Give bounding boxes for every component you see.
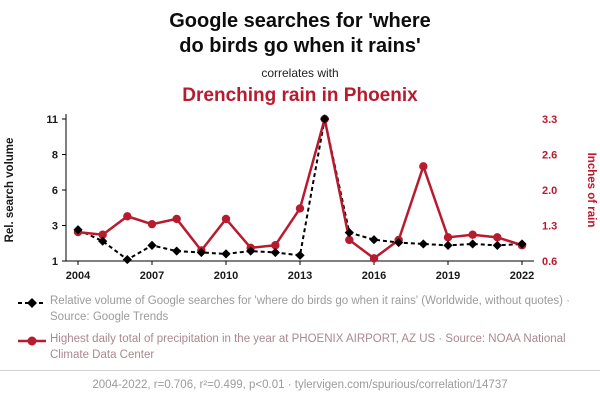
- search-volume-marker: [221, 249, 231, 259]
- search-volume-marker: [394, 237, 404, 248]
- search-volume-marker: [418, 239, 428, 249]
- legend-text-precipitation: Highest daily total of precipitation in …: [50, 333, 566, 361]
- precipitation-marker: [468, 230, 477, 239]
- precipitation-marker: [295, 204, 305, 213]
- chart-header: Google searches for 'where do birds go w…: [0, 0, 600, 107]
- legend-item-precipitation: Highest daily total of precipitation in …: [14, 332, 586, 363]
- footer-stats-and-url: 2004-2022, r=0.706, r²=0.499, p<0.01 · t…: [0, 370, 600, 391]
- search-volume-marker: [246, 246, 256, 256]
- search-volume-marker: [320, 114, 330, 124]
- search-volume-marker: [73, 225, 83, 235]
- search-volume-marker: [98, 236, 108, 246]
- x-tick-label: 2007: [140, 270, 164, 282]
- precipitation-marker: [271, 241, 280, 250]
- left-tick-label: 3: [52, 221, 58, 233]
- right-tick-label: 2.6: [542, 150, 557, 162]
- right-axis-title: Inches of rain: [585, 153, 597, 228]
- x-tick-label: 2019: [436, 270, 460, 282]
- precipitation-marker: [443, 233, 453, 242]
- precipitation-marker: [345, 235, 354, 245]
- right-tick-label: 3.3: [542, 114, 557, 126]
- precipitation-marker: [98, 230, 107, 239]
- right-tick-label: 2.0: [542, 185, 557, 197]
- x-tick-label: 2013: [288, 270, 312, 282]
- left-tick-label: 1: [52, 256, 58, 268]
- page-title: Google searches for 'where do birds go w…: [0, 9, 600, 59]
- precipitation-marker: [221, 214, 231, 224]
- x-tick-label: 2016: [362, 270, 386, 282]
- precipitation-marker: [147, 219, 157, 229]
- correlates-with-label: correlates with: [261, 66, 339, 80]
- search-volume-marker: [517, 239, 527, 249]
- left-tick-label: 8: [52, 150, 58, 162]
- search-volume-marker: [295, 250, 305, 260]
- secondary-title: Drenching rain in Phoenix: [182, 85, 418, 106]
- search-volume-marker: [468, 239, 478, 249]
- search-volume-marker: [122, 254, 132, 265]
- precipitation-marker: [493, 233, 502, 242]
- left-tick-label: 11: [46, 114, 58, 126]
- title-line-2: do birds go when it rains': [179, 35, 421, 57]
- precipitation-marker: [369, 254, 379, 263]
- x-tick-label: 2010: [214, 270, 238, 282]
- precipitation-marker: [172, 214, 181, 224]
- title-line-1: Google searches for 'where: [169, 10, 431, 32]
- search-volume-marker: [270, 247, 280, 258]
- dashed-diamond-series-icon: [18, 298, 46, 308]
- left-tick-label: 6: [52, 185, 58, 197]
- precipitation-marker: [419, 162, 428, 171]
- legend-text-search-volume: Relative volume of Google searches for '…: [50, 295, 571, 323]
- search-volume-line: [77, 118, 523, 261]
- search-volume-marker: [443, 240, 453, 250]
- search-volume-marker: [172, 246, 182, 256]
- search-volume-marker: [492, 240, 502, 250]
- solid-dot-series-icon: [18, 336, 46, 346]
- x-tick-label: 2004: [66, 270, 91, 282]
- search-volume-marker: [344, 228, 354, 238]
- chart-area: Rel. search volume Inches of rain 1 0.6 3 1…: [0, 109, 600, 291]
- left-axis-title: Rel. search volume: [4, 138, 16, 243]
- right-tick-label: 0.6: [542, 256, 557, 268]
- legend-item-search-volume: Relative volume of Google searches for '…: [14, 294, 586, 325]
- precipitation-marker: [123, 212, 132, 221]
- search-volume-marker: [369, 235, 379, 245]
- x-tick-label: 2022: [510, 270, 534, 282]
- legend: Relative volume of Google searches for '…: [14, 294, 586, 363]
- search-volume-marker: [196, 247, 206, 258]
- right-tick-label: 1.3: [542, 221, 557, 233]
- search-volume-marker: [147, 240, 157, 250]
- precipitation-line: [77, 118, 523, 260]
- correlation-chart: Rel. search volume Inches of rain 1 0.6 3 1…: [4, 114, 597, 282]
